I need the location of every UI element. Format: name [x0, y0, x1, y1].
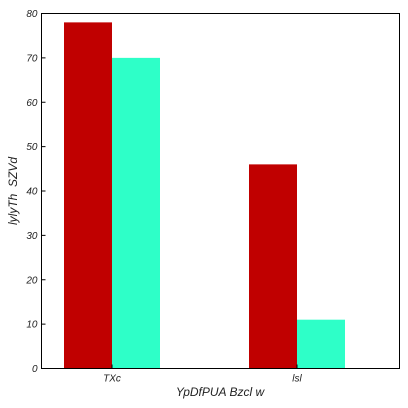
plot-area-frame — [41, 13, 400, 369]
ticks-layer: 0 10 20 30 40 50 60 70 80 TXc lsl — [25, 9, 302, 385]
y-tick-label: 30 — [26, 231, 38, 242]
y-tick-label: 80 — [26, 9, 38, 20]
y-tick-label: 40 — [26, 187, 38, 198]
bar-series-2-TXc — [112, 57, 160, 369]
bar-series-1-lsl — [249, 164, 297, 369]
x-tick-label: lsl — [292, 374, 302, 385]
x-tick-label: TXc — [103, 374, 121, 385]
bars-layer — [64, 22, 345, 369]
y-tick-label: 70 — [26, 53, 38, 64]
y-tick-label: 10 — [26, 320, 38, 331]
y-tick-label: 20 — [25, 275, 38, 286]
bar-series-1-TXc — [64, 22, 112, 369]
y-tick-label: 0 — [32, 364, 38, 375]
y-tick-label: 60 — [26, 98, 38, 109]
y-axis-label: lylyTh SZVd — [6, 157, 20, 225]
x-axis-label: YpDfPUA Bzcl w — [176, 385, 266, 399]
bar-series-2-lsl — [297, 319, 345, 369]
y-tick-label: 50 — [26, 142, 38, 153]
